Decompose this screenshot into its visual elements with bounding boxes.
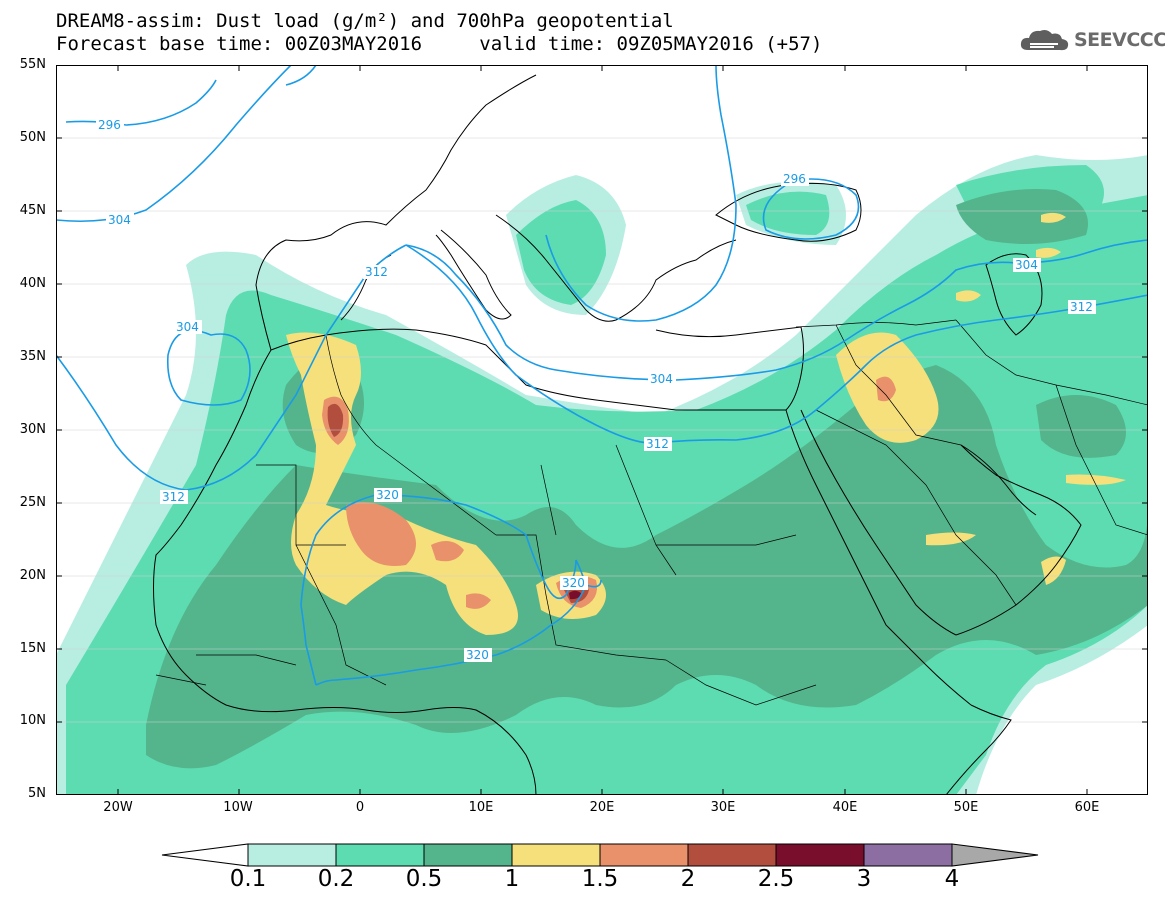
contour-label: 304 [176, 320, 199, 334]
colorbar-label: 2.5 [757, 866, 795, 892]
colorbar-swatch [247, 843, 337, 867]
tick-marks [56, 65, 1148, 795]
colorbar-swatch [863, 843, 953, 867]
contour-label: 304 [108, 213, 131, 227]
logo-text: SEEVCCC [1074, 29, 1165, 51]
contour-label: 312 [365, 265, 388, 279]
contour-label: 312 [646, 437, 669, 451]
lon-label: 0 [355, 800, 365, 815]
colorbar-label: 4 [944, 866, 960, 892]
lon-label: 20W [103, 800, 133, 815]
lat-label: 15N [19, 641, 46, 656]
colorbar-max-arrow [951, 843, 1039, 867]
lat-label: 55N [19, 57, 46, 72]
lat-label: 5N [28, 786, 46, 801]
contour-label: 312 [1070, 300, 1093, 314]
borders [155, 319, 1148, 706]
colorbar-swatch [775, 843, 865, 867]
map-subtitle: Forecast base time: 00Z03MAY2016 valid t… [56, 33, 822, 55]
contour-labels: 296 296 304 304 304 304 312 312 312 312 … [96, 118, 1096, 662]
contour-label: 304 [650, 372, 673, 386]
lon-label: 10E [468, 800, 494, 815]
colorbar-label: 2 [680, 866, 696, 892]
lon-label: 50E [953, 800, 979, 815]
colorbar [161, 843, 1039, 867]
contour-label: 312 [162, 490, 185, 504]
valid-time: valid time: 09Z05MAY2016 (+57) [479, 33, 823, 55]
lon-label: 30E [710, 800, 736, 815]
colorbar-min-arrow [161, 843, 249, 867]
contour-label: 304 [1015, 258, 1038, 272]
colorbar-swatch [687, 843, 777, 867]
contour-label: 296 [783, 172, 806, 186]
lat-label: 25N [19, 495, 46, 510]
contour-label: 320 [562, 576, 585, 590]
lon-label: 20E [589, 800, 615, 815]
lat-label: 10N [19, 713, 46, 728]
dust-load-map: 296 296 304 304 304 304 312 312 312 312 … [56, 65, 1148, 795]
colorbar-swatch [599, 843, 689, 867]
lat-label: 45N [19, 203, 46, 218]
lon-label: 60E [1074, 800, 1100, 815]
colorbar-swatch [511, 843, 601, 867]
map-frame [56, 65, 1148, 795]
colorbar-label: 0.5 [405, 866, 443, 892]
colorbar-swatch [335, 843, 425, 867]
colorbar-swatch [423, 843, 513, 867]
colorbar-label: 3 [856, 866, 872, 892]
lat-label: 20N [19, 568, 46, 583]
dust-max-cell [569, 590, 582, 600]
lat-label: 40N [19, 276, 46, 291]
colorbar-label: 1 [504, 866, 520, 892]
lat-label: 30N [19, 422, 46, 437]
contour-label: 320 [466, 648, 489, 662]
graticule [56, 137, 1148, 723]
contour-label: 296 [98, 118, 121, 132]
colorbar-label: 0.1 [229, 866, 267, 892]
base-time: Forecast base time: 00Z03MAY2016 [56, 33, 423, 55]
contour-label: 320 [376, 488, 399, 502]
map-title: DREAM8-assim: Dust load (g/m²) and 700hP… [56, 10, 674, 32]
cloud-logo-icon [1020, 30, 1069, 51]
colorbar-label: 1.5 [581, 866, 619, 892]
lat-label: 35N [19, 349, 46, 364]
lat-label: 50N [19, 130, 46, 145]
colorbar-label: 0.2 [317, 866, 355, 892]
seevccc-logo: SEEVCCC [1018, 24, 1165, 56]
lon-label: 10W [223, 800, 253, 815]
coastlines [153, 74, 1082, 795]
lon-label: 40E [832, 800, 858, 815]
